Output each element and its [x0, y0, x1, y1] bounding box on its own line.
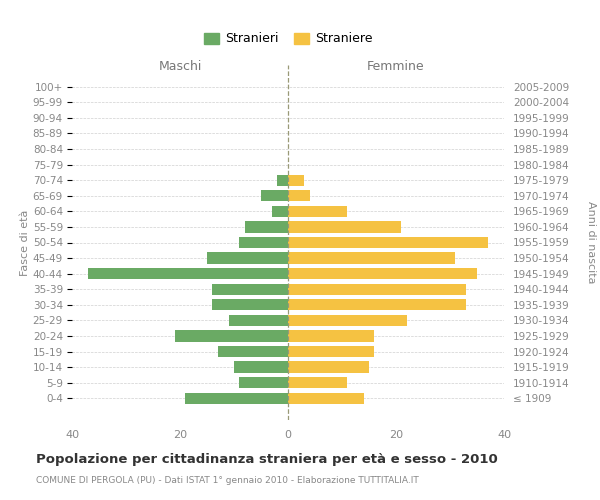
Bar: [245, 222, 288, 232]
Bar: [261, 190, 288, 202]
Bar: [288, 174, 304, 186]
Bar: [234, 362, 288, 372]
Bar: [288, 299, 466, 310]
Bar: [239, 377, 288, 388]
Bar: [288, 315, 407, 326]
Bar: [212, 284, 288, 295]
Text: Maschi: Maschi: [158, 60, 202, 72]
Bar: [212, 299, 288, 310]
Bar: [175, 330, 288, 342]
Text: Popolazione per cittadinanza straniera per età e sesso - 2010: Popolazione per cittadinanza straniera p…: [36, 452, 498, 466]
Bar: [288, 330, 374, 342]
Bar: [218, 346, 288, 357]
Bar: [207, 252, 288, 264]
Bar: [288, 362, 369, 372]
Bar: [288, 252, 455, 264]
Bar: [185, 392, 288, 404]
Bar: [288, 346, 374, 357]
Y-axis label: Fasce di età: Fasce di età: [20, 210, 30, 276]
Text: COMUNE DI PERGOLA (PU) - Dati ISTAT 1° gennaio 2010 - Elaborazione TUTTITALIA.IT: COMUNE DI PERGOLA (PU) - Dati ISTAT 1° g…: [36, 476, 419, 485]
Bar: [288, 190, 310, 202]
Bar: [288, 206, 347, 217]
Bar: [288, 284, 466, 295]
Legend: Stranieri, Straniere: Stranieri, Straniere: [200, 28, 376, 49]
Bar: [288, 392, 364, 404]
Bar: [229, 315, 288, 326]
Bar: [288, 268, 477, 280]
Bar: [277, 174, 288, 186]
Bar: [288, 222, 401, 232]
Y-axis label: Anni di nascita: Anni di nascita: [586, 201, 596, 284]
Bar: [272, 206, 288, 217]
Text: Femmine: Femmine: [367, 60, 425, 72]
Bar: [288, 377, 347, 388]
Bar: [88, 268, 288, 280]
Bar: [239, 237, 288, 248]
Bar: [288, 237, 488, 248]
